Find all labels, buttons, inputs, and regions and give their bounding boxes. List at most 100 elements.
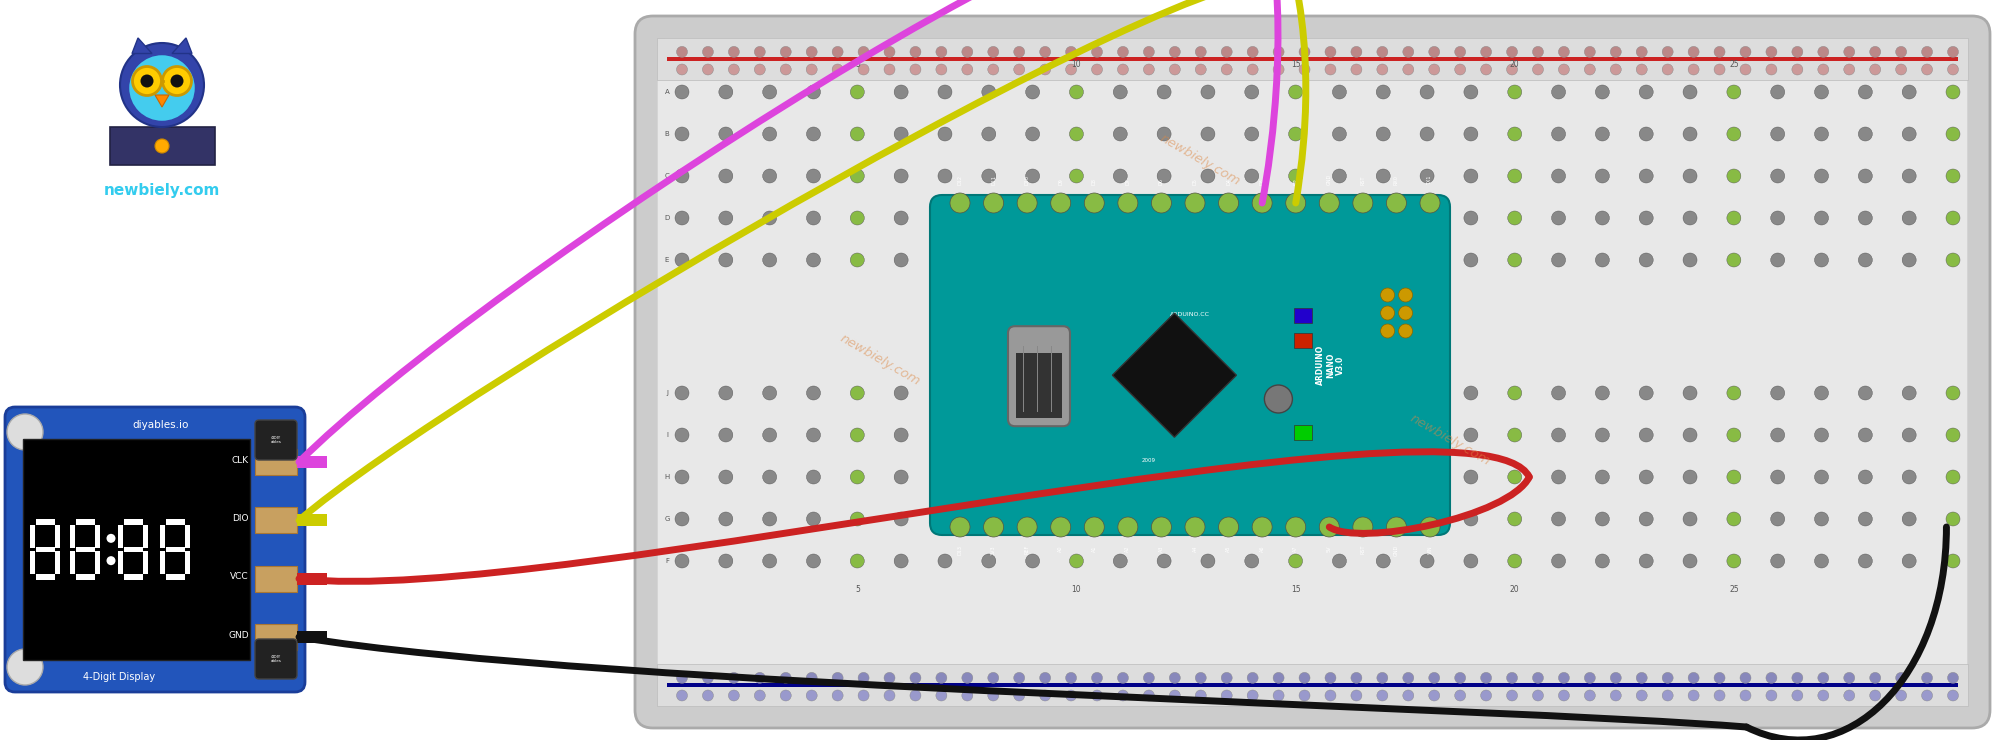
- Circle shape: [1092, 47, 1102, 58]
- Circle shape: [1325, 690, 1337, 701]
- Circle shape: [858, 47, 870, 58]
- Circle shape: [1585, 47, 1595, 58]
- Circle shape: [1739, 690, 1751, 701]
- Circle shape: [1772, 428, 1786, 442]
- Circle shape: [1595, 253, 1609, 267]
- Text: GND: GND: [228, 630, 248, 639]
- Circle shape: [1218, 193, 1238, 213]
- Circle shape: [1507, 512, 1521, 526]
- Circle shape: [1533, 673, 1543, 683]
- Circle shape: [1559, 47, 1569, 58]
- Circle shape: [1792, 690, 1804, 701]
- Text: A3: A3: [1158, 545, 1164, 551]
- Circle shape: [1050, 193, 1070, 213]
- Circle shape: [1200, 169, 1214, 183]
- Circle shape: [1463, 428, 1477, 442]
- Circle shape: [719, 253, 733, 267]
- Circle shape: [850, 470, 864, 484]
- Circle shape: [1727, 386, 1741, 400]
- Circle shape: [936, 47, 946, 58]
- Bar: [36, 519, 54, 525]
- Circle shape: [1114, 85, 1128, 99]
- Circle shape: [1014, 64, 1024, 75]
- Circle shape: [1772, 470, 1786, 484]
- Text: D6: D6: [1158, 178, 1164, 185]
- Circle shape: [982, 512, 996, 526]
- Text: newbiely.com: newbiely.com: [838, 332, 922, 388]
- Circle shape: [988, 47, 998, 58]
- Circle shape: [1455, 673, 1465, 683]
- Circle shape: [675, 512, 689, 526]
- Text: 10: 10: [1072, 585, 1082, 593]
- Bar: [142, 551, 148, 574]
- Circle shape: [1814, 85, 1828, 99]
- Circle shape: [894, 211, 908, 225]
- Circle shape: [1114, 512, 1128, 526]
- Circle shape: [1421, 85, 1435, 99]
- Circle shape: [719, 211, 733, 225]
- Circle shape: [1170, 673, 1180, 683]
- Text: D5: D5: [1192, 178, 1198, 185]
- Circle shape: [764, 253, 778, 267]
- Text: ⊙DIY
ables: ⊙DIY ables: [271, 655, 281, 663]
- Circle shape: [1170, 690, 1180, 701]
- Circle shape: [1896, 690, 1906, 701]
- Text: D9: D9: [1058, 178, 1064, 185]
- Circle shape: [850, 211, 864, 225]
- Text: DIO: DIO: [232, 514, 248, 523]
- Circle shape: [719, 169, 733, 183]
- Circle shape: [1595, 554, 1609, 568]
- Circle shape: [1299, 47, 1311, 58]
- Circle shape: [1351, 64, 1363, 75]
- Circle shape: [1252, 193, 1273, 213]
- Circle shape: [1246, 47, 1259, 58]
- Bar: [657, 38, 1968, 80]
- Circle shape: [1026, 211, 1040, 225]
- Circle shape: [1156, 428, 1170, 442]
- Circle shape: [1092, 690, 1102, 701]
- Circle shape: [754, 64, 766, 75]
- Text: TX1: TX1: [1427, 175, 1433, 185]
- Text: A4: A4: [1192, 545, 1198, 551]
- Circle shape: [1772, 554, 1786, 568]
- Circle shape: [719, 512, 733, 526]
- Circle shape: [780, 673, 792, 683]
- Circle shape: [1421, 127, 1435, 141]
- Circle shape: [1739, 673, 1751, 683]
- Circle shape: [1595, 386, 1609, 400]
- Circle shape: [1050, 517, 1070, 537]
- Circle shape: [1184, 517, 1204, 537]
- Circle shape: [1381, 324, 1395, 338]
- Bar: [166, 547, 184, 552]
- Circle shape: [1351, 47, 1363, 58]
- Circle shape: [1070, 211, 1084, 225]
- Circle shape: [675, 470, 689, 484]
- Circle shape: [1818, 690, 1830, 701]
- Circle shape: [1946, 512, 1960, 526]
- Circle shape: [1421, 517, 1441, 537]
- Text: 2009: 2009: [1142, 458, 1156, 462]
- Circle shape: [1156, 554, 1170, 568]
- FancyBboxPatch shape: [1008, 326, 1070, 426]
- Circle shape: [1218, 517, 1238, 537]
- Circle shape: [982, 127, 996, 141]
- Circle shape: [1507, 127, 1521, 141]
- Circle shape: [1289, 169, 1303, 183]
- Circle shape: [962, 673, 972, 683]
- Circle shape: [1289, 211, 1303, 225]
- Circle shape: [982, 211, 996, 225]
- Circle shape: [1156, 512, 1170, 526]
- Circle shape: [1114, 554, 1128, 568]
- Circle shape: [1244, 169, 1259, 183]
- Circle shape: [1870, 690, 1880, 701]
- Circle shape: [120, 43, 204, 127]
- Circle shape: [1814, 554, 1828, 568]
- Circle shape: [1595, 169, 1609, 183]
- Circle shape: [1896, 47, 1906, 58]
- Text: H: H: [665, 474, 669, 480]
- Circle shape: [1066, 47, 1076, 58]
- Circle shape: [1156, 169, 1170, 183]
- Text: 25: 25: [1729, 59, 1739, 69]
- Circle shape: [938, 253, 952, 267]
- Circle shape: [719, 470, 733, 484]
